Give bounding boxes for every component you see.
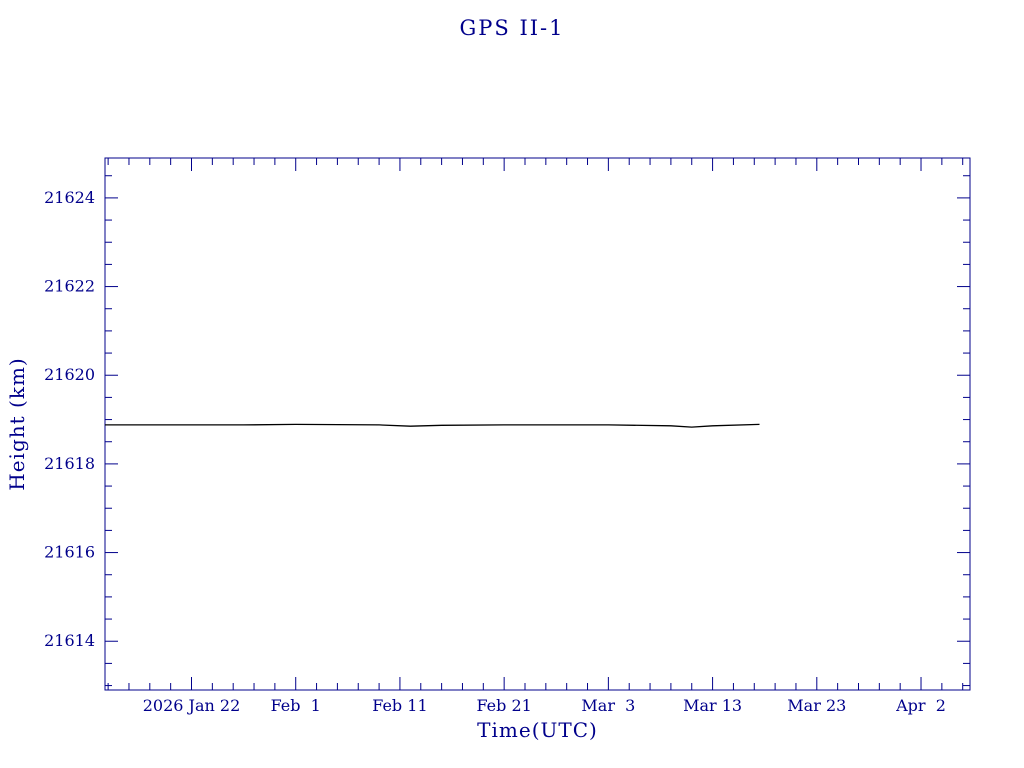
y-tick-label: 21616 — [44, 543, 95, 562]
x-axis-title: Time(UTC) — [477, 718, 598, 742]
y-tick-label: 21620 — [44, 365, 95, 384]
data-line — [105, 423, 760, 428]
chart-title: GPS II-1 — [459, 16, 565, 40]
x-tick-label: 2026 Jan 22 — [143, 696, 241, 715]
y-tick-label: 21622 — [44, 277, 95, 296]
x-tick-label: Feb 11 — [372, 696, 427, 715]
plot-border — [104, 157, 971, 691]
y-tick-label: 21624 — [44, 188, 95, 207]
x-tick-label: Mar 23 — [787, 696, 846, 715]
y-tick-label: 21618 — [44, 454, 95, 473]
y-tick-label: 21614 — [44, 631, 95, 650]
x-tick-label: Feb 21 — [476, 696, 531, 715]
x-tick-label: Feb 1 — [271, 696, 321, 715]
x-tick-label: Mar 13 — [683, 696, 742, 715]
y-axis-title: Height (km) — [5, 357, 29, 491]
x-tick-label: Apr 2 — [895, 696, 946, 715]
x-tick-label: Mar 3 — [581, 696, 635, 715]
